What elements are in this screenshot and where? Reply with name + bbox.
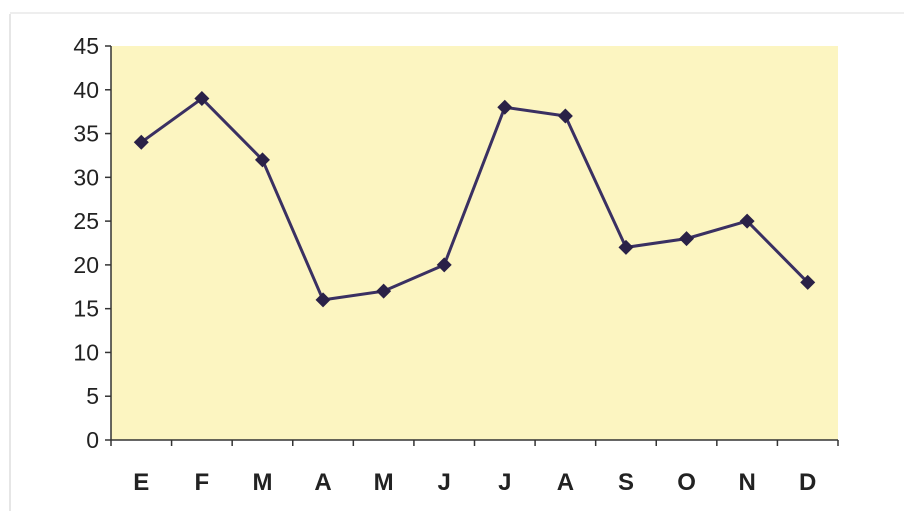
data-point-marker: [194, 91, 210, 107]
data-point-marker: [679, 231, 695, 247]
series-layer: [133, 91, 816, 308]
y-tick-label: 25: [73, 208, 99, 234]
y-tick-label: 45: [73, 33, 99, 59]
x-tick-label: E: [133, 469, 149, 496]
plot-area: [111, 46, 838, 440]
x-tick-label: O: [677, 469, 696, 496]
y-tick-label: 15: [73, 296, 99, 322]
x-tick-label: D: [799, 469, 816, 496]
data-point-marker: [254, 152, 270, 168]
y-tick-label: 20: [73, 252, 99, 278]
data-point-marker: [376, 283, 392, 299]
x-tick-label: S: [618, 469, 634, 496]
y-tick-label: 40: [73, 77, 99, 103]
x-tick-label: N: [738, 469, 755, 496]
data-point-marker: [739, 213, 755, 229]
x-tick-label: M: [252, 469, 272, 496]
x-tick-label: J: [438, 469, 451, 496]
x-tick-label: M: [374, 469, 394, 496]
series-line: [140, 97, 809, 302]
data-point-marker: [800, 274, 816, 290]
x-tick-label: A: [314, 469, 331, 496]
axes: [105, 45, 839, 446]
y-tick-label: 30: [73, 164, 99, 190]
x-tick-label: A: [557, 469, 574, 496]
data-point-marker: [315, 292, 331, 308]
y-tick-label: 5: [86, 383, 99, 409]
tick-labels: 0 5 10 15 20 25 30 35 40 45 E F M A M J J A S O N D: [73, 33, 816, 496]
data-point-marker: [557, 108, 573, 124]
data-point-marker: [436, 257, 452, 273]
x-tick-label: J: [498, 469, 511, 496]
y-tick-label: 10: [73, 339, 99, 365]
x-tick-label: F: [195, 469, 210, 496]
data-point-marker: [618, 239, 634, 255]
y-tick-label: 0: [86, 427, 99, 453]
y-tick-label: 35: [73, 121, 99, 147]
data-point-marker: [497, 99, 513, 115]
data-point-marker: [133, 134, 149, 150]
